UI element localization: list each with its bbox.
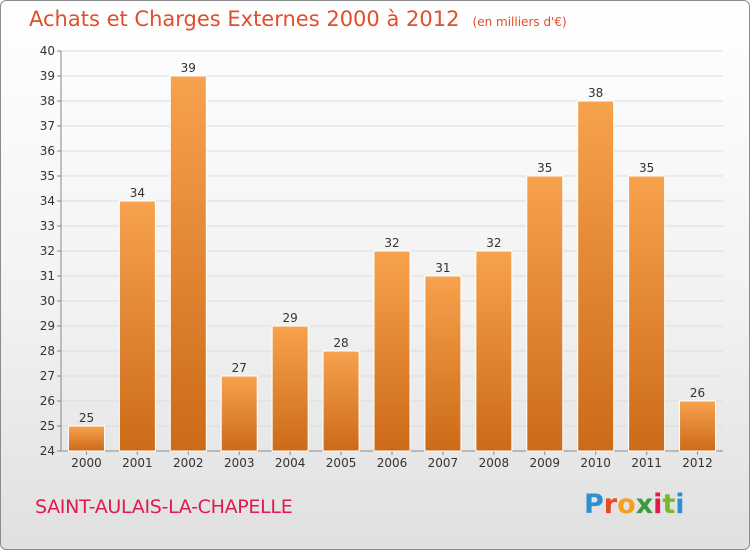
value-label-2010: 38 <box>588 86 603 100</box>
bar-2008 <box>475 250 513 452</box>
value-label-2005: 28 <box>333 336 348 350</box>
x-tick-label-2005: 2005 <box>326 456 357 470</box>
bar-2003 <box>220 375 258 452</box>
value-label-2006: 32 <box>384 236 399 250</box>
value-label-2008: 32 <box>486 236 501 250</box>
x-tick-label-2000: 2000 <box>71 456 102 470</box>
x-tick-label-2009: 2009 <box>529 456 560 470</box>
bar-2004 <box>271 325 309 452</box>
value-label-2011: 35 <box>639 161 654 175</box>
bar-2002 <box>169 75 207 452</box>
bar-2009 <box>526 175 564 452</box>
value-label-2009: 35 <box>537 161 552 175</box>
y-tick-label: 37 <box>40 119 55 133</box>
y-tick-label: 33 <box>40 219 55 233</box>
value-label-2004: 29 <box>283 311 298 325</box>
y-tick-label: 24 <box>40 444 55 458</box>
x-tick-label-2001: 2001 <box>122 456 153 470</box>
value-label-2007: 31 <box>435 261 450 275</box>
label-layer: 25 34 39 27 29 28 32 31 32 35 38 35 26 <box>79 61 705 425</box>
value-label-2012: 26 <box>690 386 705 400</box>
bar-2001 <box>118 200 156 452</box>
y-tick-label: 27 <box>40 369 55 383</box>
bar-2007 <box>424 275 462 452</box>
x-tick-label-2004: 2004 <box>275 456 306 470</box>
bar-layer <box>67 75 717 452</box>
y-tick-label: 32 <box>40 244 55 258</box>
value-label-2003: 27 <box>232 361 247 375</box>
bar-2011 <box>628 175 666 452</box>
y-tick-label: 36 <box>40 144 55 158</box>
y-tick-label: 31 <box>40 269 55 283</box>
x-tick-label-2011: 2011 <box>631 456 662 470</box>
value-label-2001: 34 <box>130 186 145 200</box>
y-tick-label: 30 <box>40 294 55 308</box>
x-tick-label-2006: 2006 <box>377 456 408 470</box>
y-tick-label: 38 <box>40 94 55 108</box>
y-tick-label: 39 <box>40 69 55 83</box>
y-tick-label: 28 <box>40 344 55 358</box>
y-tick-label: 29 <box>40 319 55 333</box>
bar-2006 <box>373 250 411 452</box>
x-tick-label-2012: 2012 <box>682 456 713 470</box>
y-tick-label: 25 <box>40 419 55 433</box>
title-line: Achats et Charges Externes 2000 à 2012 (… <box>29 7 567 31</box>
x-tick-label-2002: 2002 <box>173 456 204 470</box>
x-tick-label-2007: 2007 <box>428 456 459 470</box>
y-tick-label: 40 <box>40 44 55 58</box>
bar-2010 <box>577 100 615 452</box>
chart-title: Achats et Charges Externes 2000 à 2012 <box>29 7 460 31</box>
y-tick-label: 34 <box>40 194 55 208</box>
y-tick-label: 35 <box>40 169 55 183</box>
x-tick-label-2008: 2008 <box>479 456 510 470</box>
proxiti-logo[interactable]: Proxiti <box>584 489 685 520</box>
value-label-2002: 39 <box>181 61 196 75</box>
x-tick-label-2010: 2010 <box>580 456 611 470</box>
x-tick-label-2003: 2003 <box>224 456 255 470</box>
chart-subtitle: (en milliers d'€) <box>472 15 567 29</box>
y-tick-label: 26 <box>40 394 55 408</box>
commune-name: SAINT-AULAIS-LA-CHAPELLE <box>35 496 293 518</box>
bar-2000 <box>67 425 105 452</box>
bar-2012 <box>679 400 717 452</box>
bar-2005 <box>322 350 360 452</box>
value-label-2000: 25 <box>79 411 94 425</box>
